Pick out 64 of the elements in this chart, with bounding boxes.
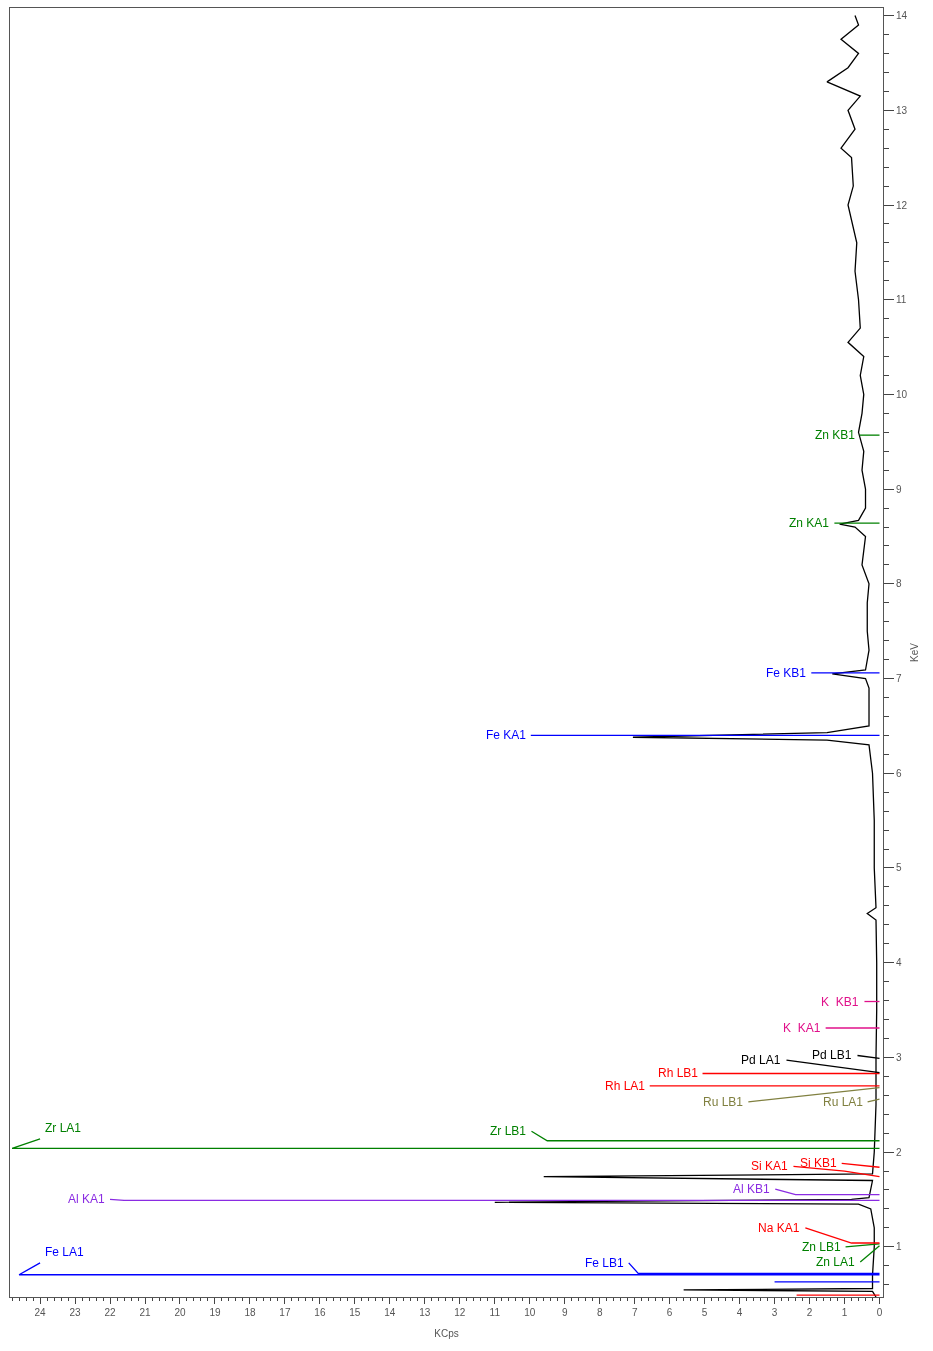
series-label: Ru LB1 — [703, 1095, 744, 1109]
y-axis-title: KeV — [909, 642, 920, 662]
y-tick-label: 1 — [896, 1241, 902, 1253]
x-tick-label: 19 — [209, 1307, 221, 1318]
x-axis-title: KCps — [434, 1328, 459, 1339]
x-tick-label: 9 — [561, 1307, 568, 1318]
series-label: Zr LB1 — [490, 1124, 527, 1138]
y-tick-label: 3 — [896, 1051, 902, 1063]
series-label: Zn KB1 — [815, 428, 856, 442]
x-tick-label: 0 — [876, 1307, 883, 1318]
x-tick-label: 23 — [69, 1307, 82, 1318]
series-label: Fe KB1 — [766, 666, 807, 680]
series-label: Zn LB1 — [802, 1240, 842, 1254]
y-tick-label: 13 — [896, 104, 908, 116]
x-tick-label: 8 — [596, 1307, 603, 1318]
y-tick-label: 10 — [896, 388, 908, 400]
y-tick-label: 4 — [896, 957, 902, 969]
x-tick-label: 5 — [701, 1307, 708, 1318]
x-tick-label: 7 — [631, 1307, 638, 1318]
series-label: Ru LA1 — [823, 1095, 864, 1109]
x-tick-label: 1 — [841, 1307, 848, 1318]
series-label: Si KA1 — [751, 1159, 789, 1173]
x-tick-label: 13 — [419, 1307, 431, 1318]
series-label: Si KB1 — [800, 1156, 838, 1170]
series-label: Zn LA1 — [816, 1255, 856, 1269]
y-tick-label: 6 — [896, 767, 902, 779]
series-label: Zn KA1 — [789, 516, 830, 530]
x-tick-label: 24 — [34, 1307, 47, 1318]
series-label: Fe LA1 — [45, 1245, 85, 1259]
y-tick-label: 14 — [896, 10, 908, 22]
x-tick-label: 10 — [524, 1307, 536, 1318]
series-label: Rh LB1 — [658, 1066, 699, 1080]
series-label: Rh LA1 — [605, 1079, 646, 1093]
x-tick-label: 21 — [139, 1307, 152, 1318]
x-tick-label: 2 — [806, 1307, 813, 1318]
series-label: Fe KA1 — [486, 728, 527, 742]
x-tick-label: 14 — [384, 1307, 396, 1318]
series-label: Fe LB1 — [585, 1256, 625, 1270]
series-label: Al KA1 — [68, 1192, 106, 1206]
x-tick-label: 18 — [244, 1307, 256, 1318]
series-label: Al KB1 — [733, 1182, 771, 1196]
x-tick-label: 3 — [771, 1307, 778, 1318]
series-label: Zr LA1 — [45, 1121, 82, 1135]
y-tick-label: 5 — [896, 862, 902, 874]
y-tick-label: 12 — [896, 199, 908, 211]
x-tick-label: 15 — [349, 1307, 361, 1318]
y-tick-label: 8 — [896, 578, 902, 590]
y-tick-label: 7 — [896, 673, 902, 685]
series-label: Na KA1 — [758, 1221, 800, 1235]
x-tick-label: 22 — [104, 1307, 117, 1318]
series-label: Pd LB1 — [812, 1048, 852, 1062]
series-label: K KA1 — [783, 1021, 821, 1035]
y-tick-label: 11 — [896, 294, 907, 306]
y-tick-label: 9 — [896, 483, 902, 495]
x-tick-label: 16 — [314, 1307, 326, 1318]
x-tick-label: 6 — [666, 1307, 673, 1318]
x-tick-label: 12 — [454, 1307, 466, 1318]
series-label: Pd LA1 — [741, 1053, 781, 1067]
series-label: K KB1 — [821, 995, 859, 1009]
x-tick-label: 17 — [279, 1307, 291, 1318]
y-tick-label: 2 — [896, 1146, 902, 1158]
x-tick-label: 20 — [174, 1307, 186, 1318]
x-tick-label: 4 — [736, 1307, 743, 1318]
x-tick-label: 11 — [489, 1307, 501, 1318]
